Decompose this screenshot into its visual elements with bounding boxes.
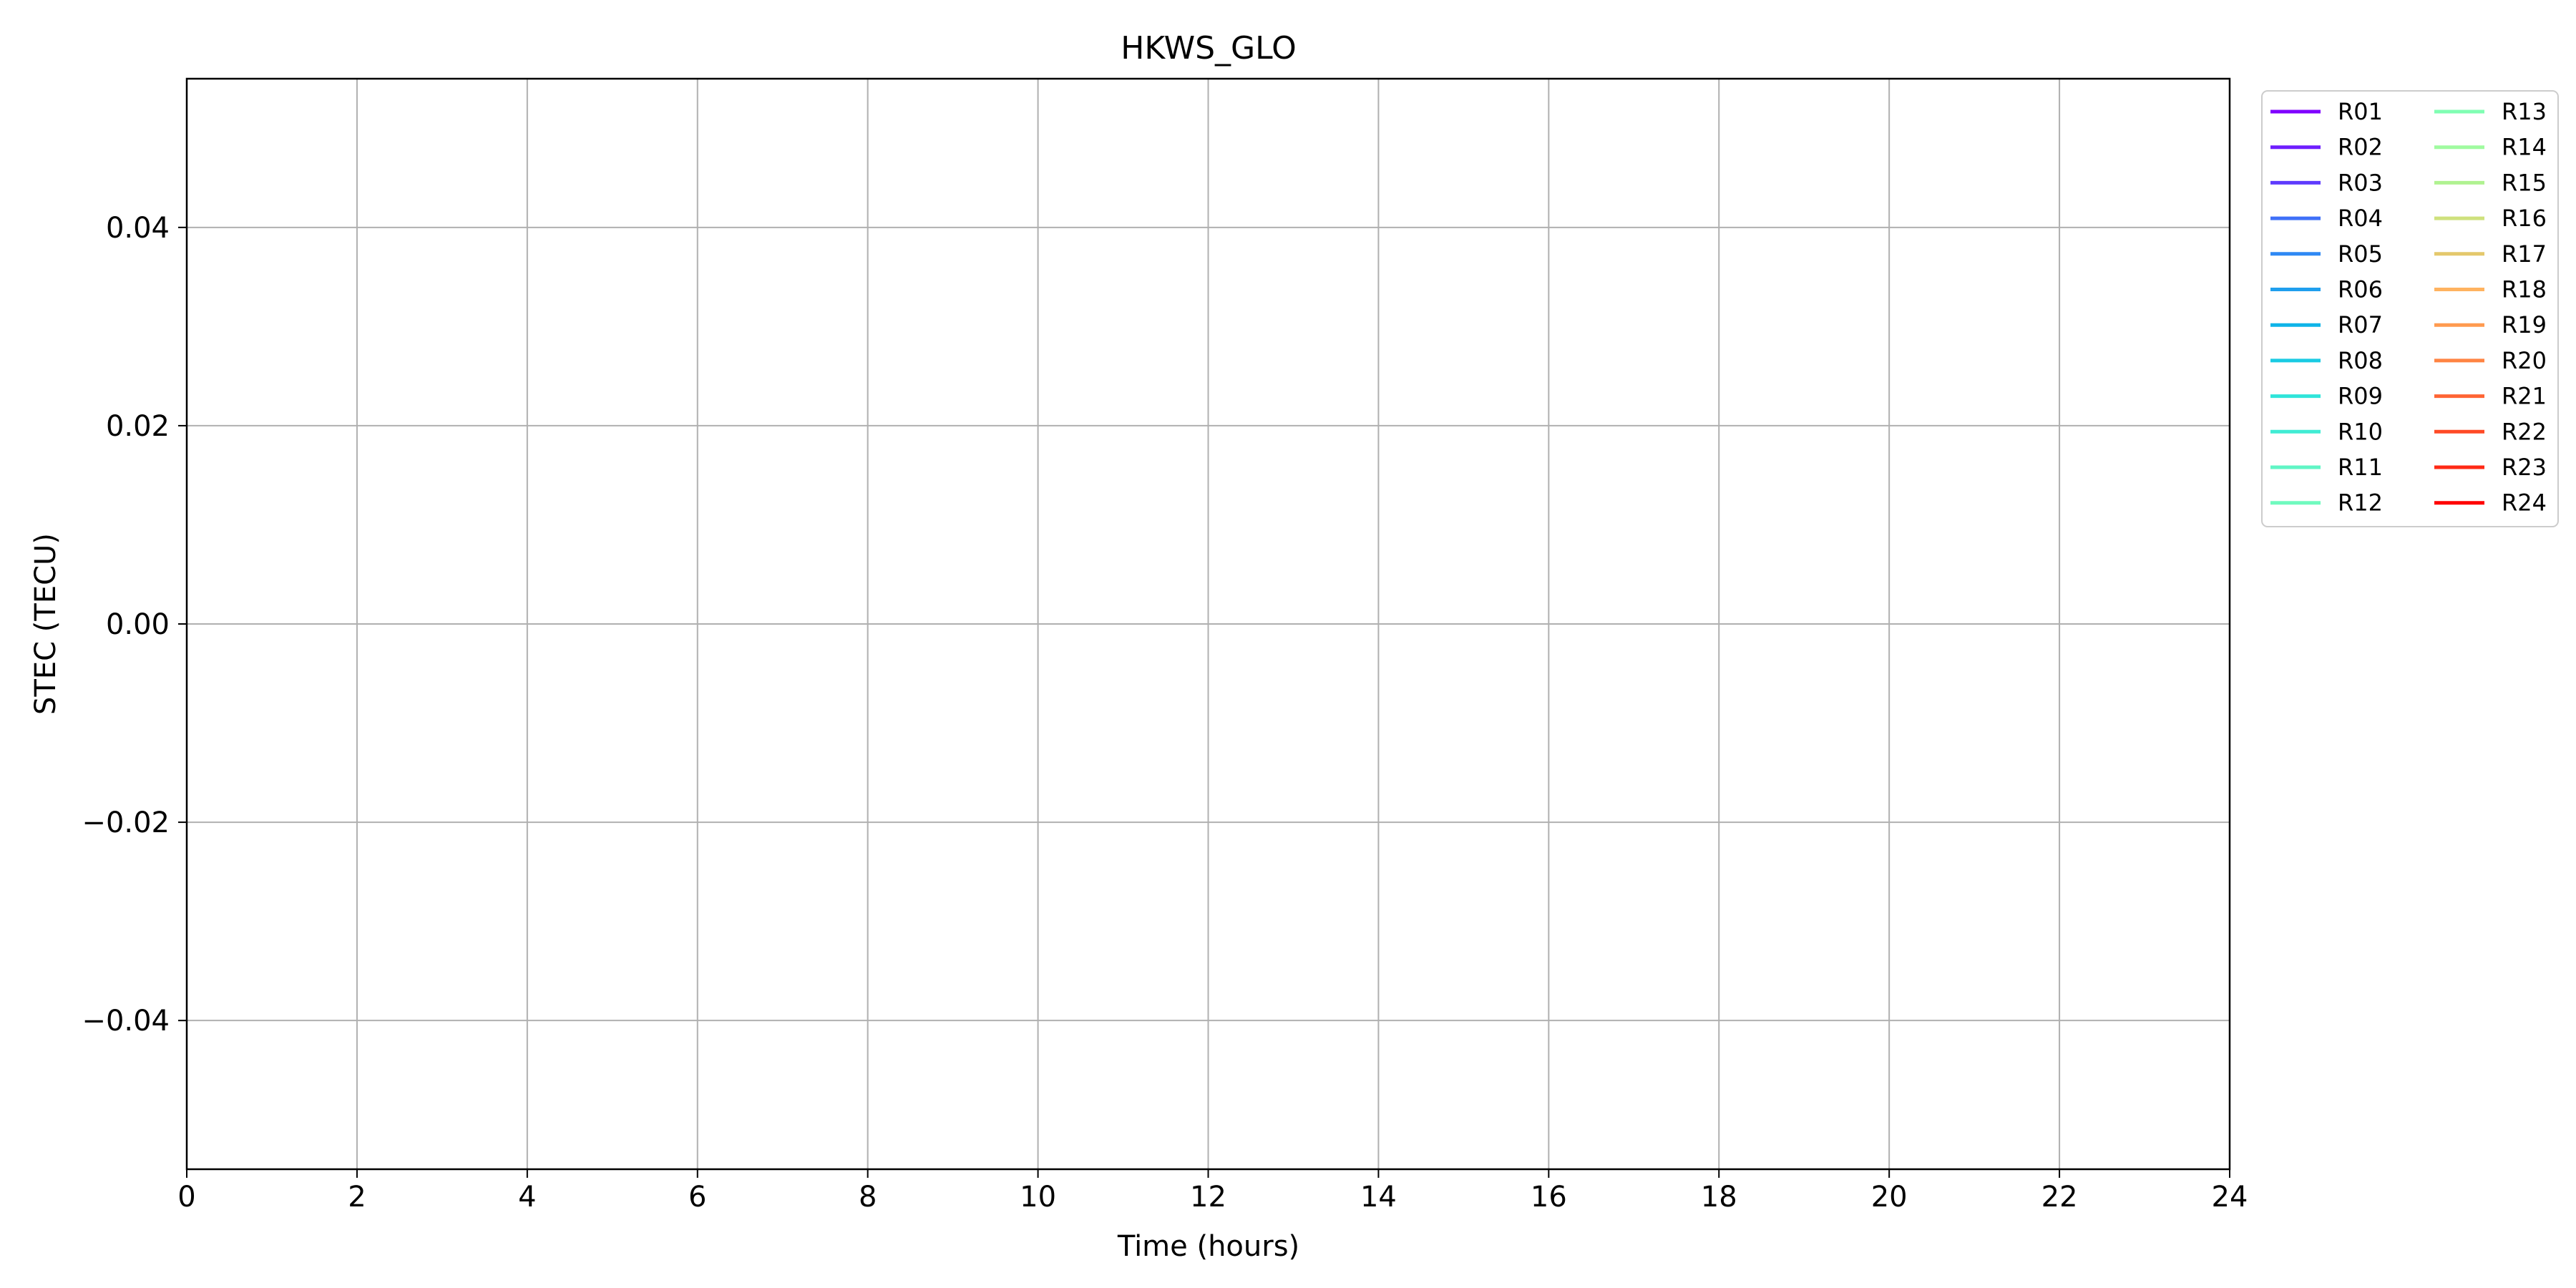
chart-title: HKWS_GLO [1121, 30, 1296, 67]
x-tick-label: 16 [1531, 1181, 1567, 1214]
legend-label-r22: R22 [2502, 418, 2547, 445]
legend-label-r20: R20 [2502, 347, 2547, 374]
y-axis-label: STEC (TECU) [29, 533, 62, 715]
x-tick-label: 18 [1701, 1181, 1737, 1214]
x-tick-label: 22 [2041, 1181, 2078, 1214]
legend-label-r05: R05 [2338, 240, 2383, 268]
legend-label-r04: R04 [2338, 205, 2383, 232]
x-tick-label: 0 [177, 1181, 195, 1214]
legend-label-r08: R08 [2338, 347, 2383, 374]
x-tick-label: 24 [2212, 1181, 2248, 1214]
legend-label-r06: R06 [2338, 276, 2383, 303]
x-tick-label: 20 [1871, 1181, 1908, 1214]
legend-label-r02: R02 [2338, 134, 2383, 161]
y-ticks: 0.04 0.02 0.00 −0.02 −0.04 [82, 212, 187, 1038]
x-tick-label: 10 [1020, 1181, 1056, 1214]
legend-entries: R01 R02 R03 R04 R05 R06 R07 R08 R09 R10 R11 R12 R13 R… [2270, 98, 2547, 517]
y-tick-label: −0.02 [82, 806, 170, 839]
legend-label-r19: R19 [2502, 311, 2547, 338]
x-tick-label: 2 [348, 1181, 366, 1214]
y-tick-label: 0.02 [106, 410, 170, 443]
legend-label-r16: R16 [2502, 205, 2547, 232]
x-tick-label: 12 [1190, 1181, 1226, 1214]
x-axis-label: Time (hours) [1117, 1230, 1299, 1263]
legend-label-r07: R07 [2338, 311, 2383, 338]
legend-box [2261, 90, 2559, 527]
y-tick-label: 0.04 [106, 212, 170, 245]
x-tick-label: 6 [688, 1181, 706, 1214]
y-tick-label: 0.00 [106, 608, 170, 641]
x-tick-label: 8 [859, 1181, 877, 1214]
x-tick-label: 4 [518, 1181, 536, 1214]
x-ticks: 0 2 4 6 8 10 12 14 16 18 20 22 24 [177, 1169, 2248, 1214]
legend-label-r13: R13 [2502, 98, 2547, 125]
legend-label-r01: R01 [2338, 98, 2383, 125]
legend-label-r18: R18 [2502, 276, 2547, 303]
legend-label-r12: R12 [2338, 489, 2383, 517]
legend-label-r21: R21 [2502, 383, 2547, 410]
x-tick-label: 14 [1360, 1181, 1397, 1214]
legend-label-r23: R23 [2502, 454, 2547, 481]
legend-label-r11: R11 [2338, 454, 2383, 481]
legend-label-r09: R09 [2338, 383, 2383, 410]
legend-label-r10: R10 [2338, 418, 2383, 445]
y-tick-label: −0.04 [82, 1005, 170, 1038]
legend-label-r14: R14 [2502, 134, 2547, 161]
legend: R01 R02 R03 R04 R05 R06 R07 R08 R09 R10 R11 R12 R13 R… [2261, 90, 2559, 527]
legend-label-r17: R17 [2502, 240, 2547, 268]
legend-label-r03: R03 [2338, 169, 2383, 196]
legend-label-r15: R15 [2502, 169, 2547, 196]
legend-label-r24: R24 [2502, 489, 2547, 517]
